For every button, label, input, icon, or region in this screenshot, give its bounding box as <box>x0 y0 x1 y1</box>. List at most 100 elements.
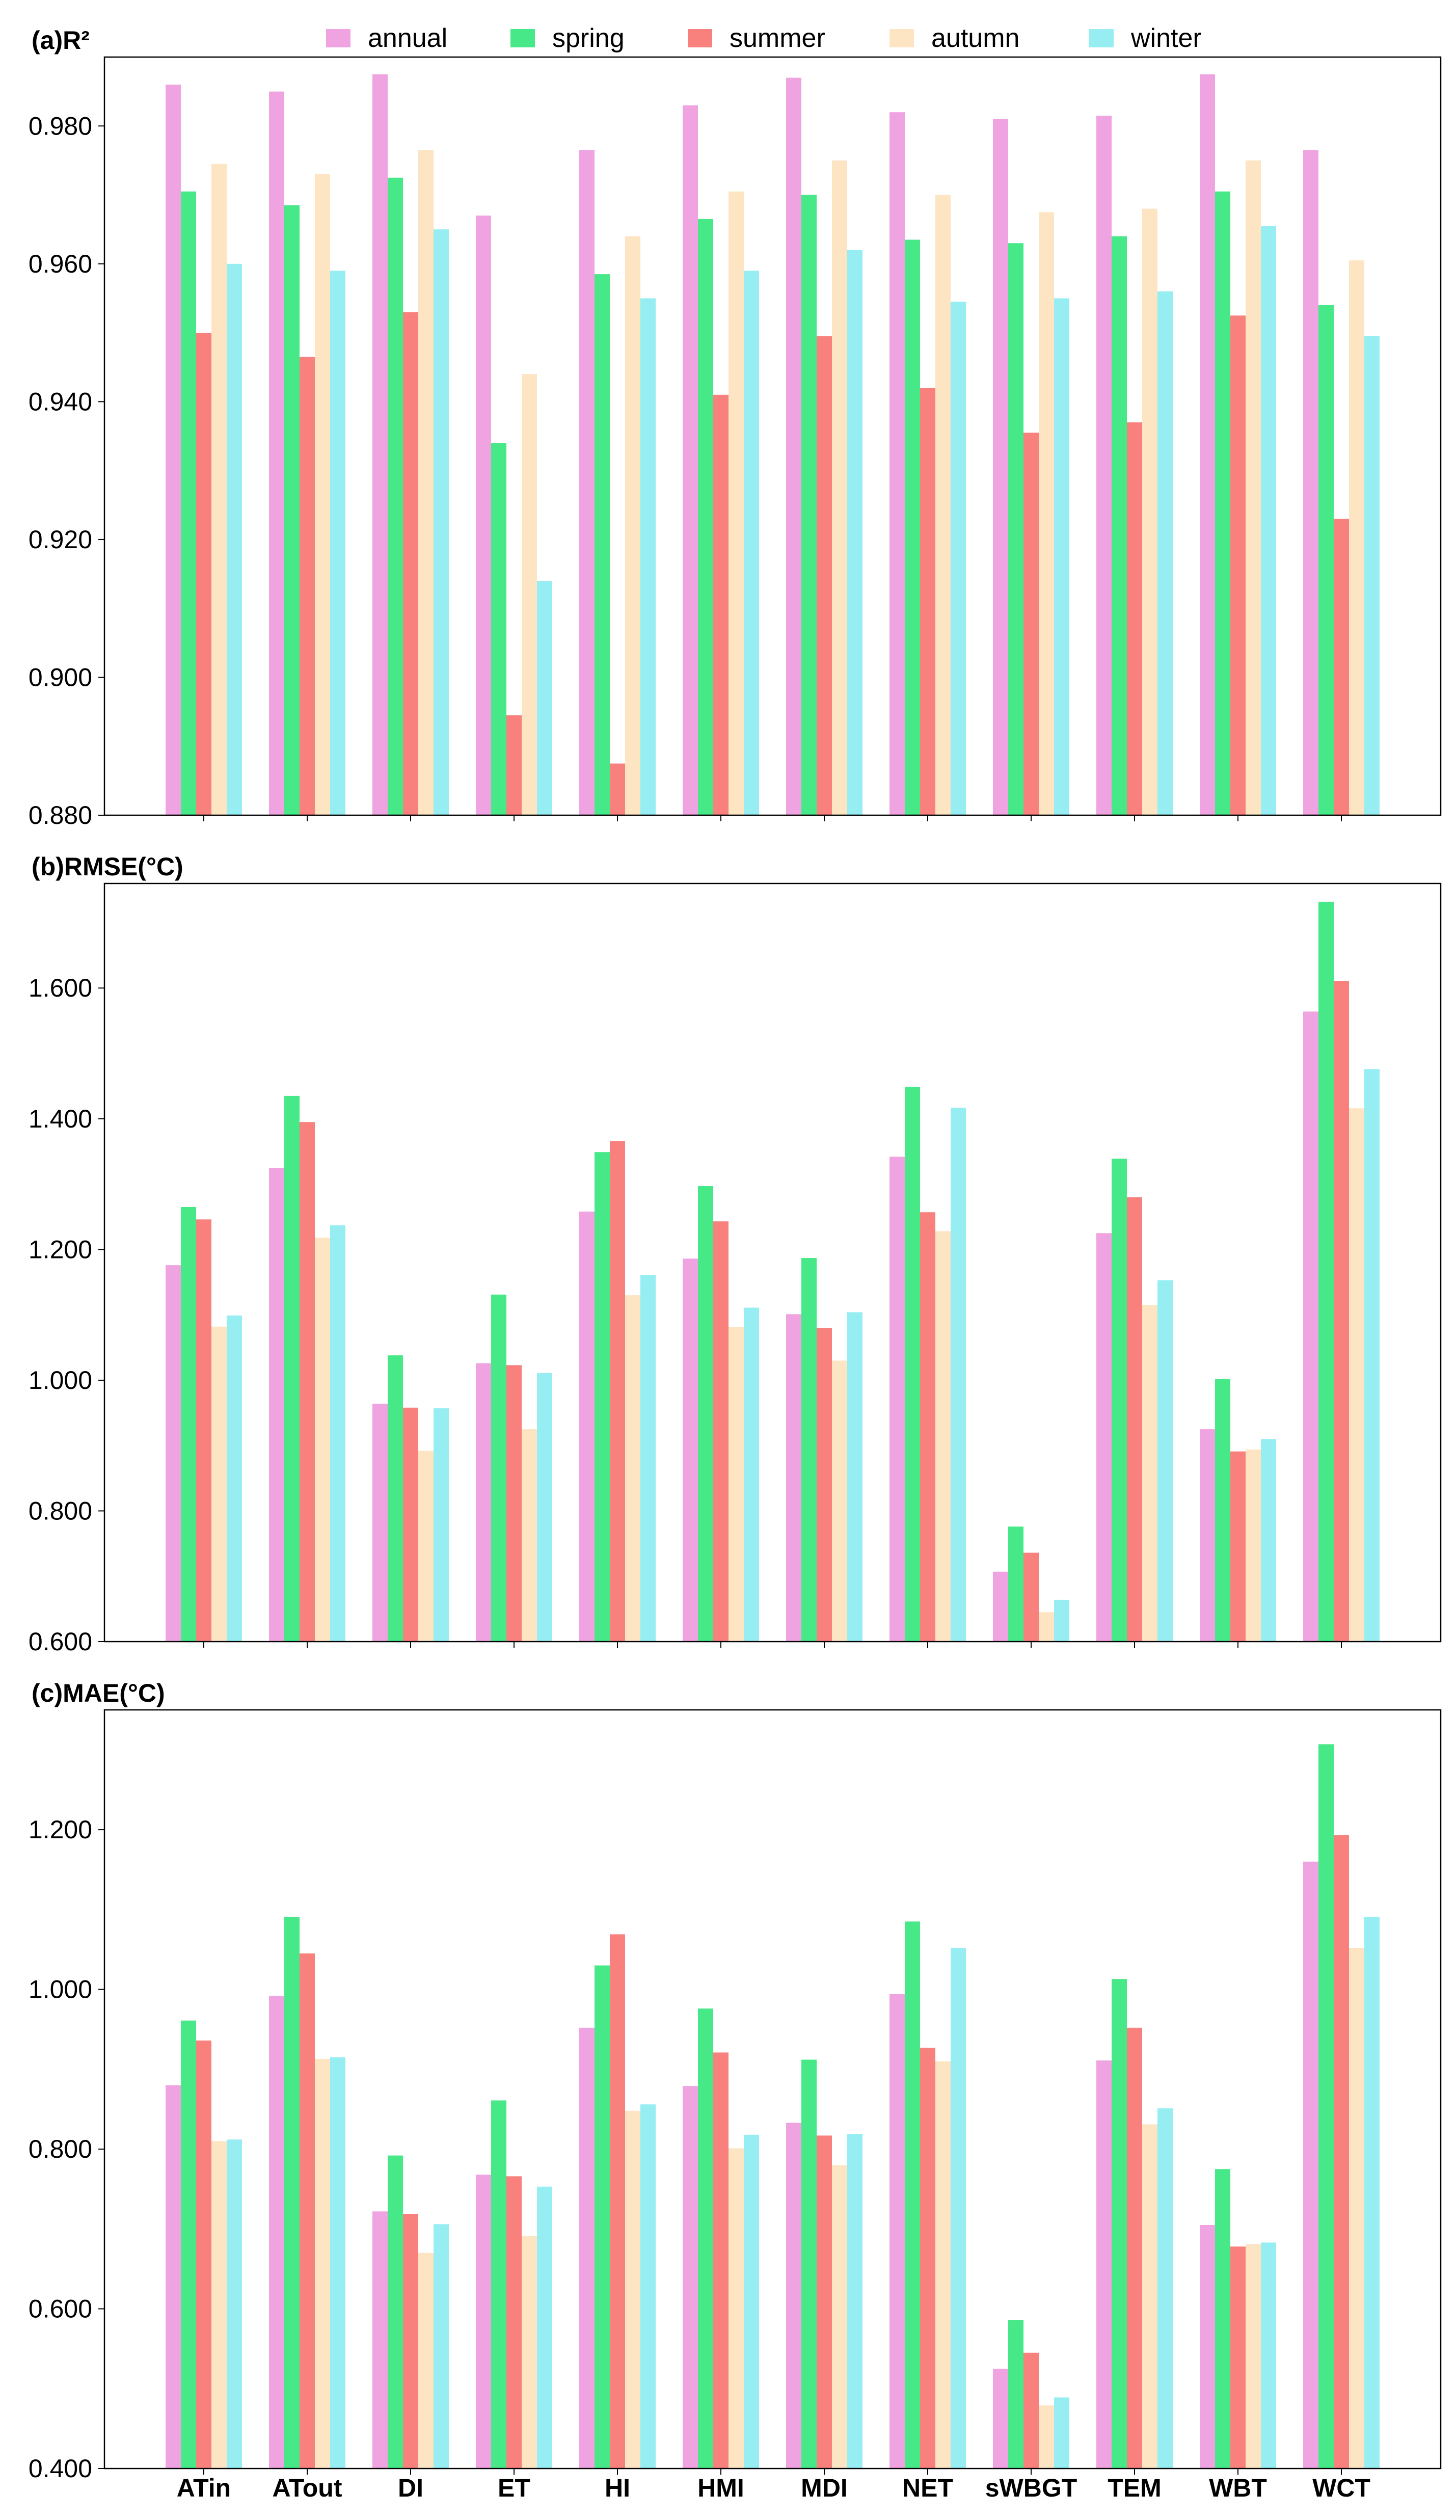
bar-winter-wbt <box>1261 2242 1276 2469</box>
bar-winter-hi <box>640 1275 656 1642</box>
bar-autumn-mdi <box>832 2165 847 2469</box>
bar-spring-tem <box>1112 236 1127 815</box>
bar-spring-mdi <box>801 1258 817 1642</box>
bar-winter-swbgt <box>1054 1599 1069 1642</box>
bar-winter-atin <box>227 263 242 816</box>
y-tick-label-0.800: 0.800 <box>29 1496 92 1525</box>
bar-annual-et <box>476 216 491 816</box>
bar-winter-hmi <box>744 271 759 815</box>
bar-winter-wct <box>1364 336 1380 815</box>
bar-spring-et <box>491 1294 506 1642</box>
bar-winter-di <box>434 229 449 815</box>
y-tick-label-0.980: 0.980 <box>29 112 92 140</box>
bar-annual-hi <box>579 150 595 816</box>
bar-annual-swbgt <box>993 119 1008 815</box>
panel-a-title: (a)R² <box>32 26 90 55</box>
bar-autumn-net <box>935 2061 951 2469</box>
bar-spring-swbgt <box>1008 1526 1023 1642</box>
y-tick-label-1.000: 1.000 <box>29 1975 92 2004</box>
y-tick-label-0.920: 0.920 <box>29 525 92 554</box>
y-tick-label-1.600: 1.600 <box>29 974 92 1002</box>
bar-annual-net <box>889 1994 905 2469</box>
bar-spring-net <box>905 1921 920 2469</box>
bar-annual-hmi <box>683 2086 698 2469</box>
bar-spring-et <box>491 443 506 815</box>
bar-autumn-net <box>935 1231 951 1642</box>
bar-summer-mdi <box>817 336 832 815</box>
bar-autumn-tem <box>1142 2124 1157 2469</box>
bar-summer-swbgt <box>1023 433 1039 815</box>
bar-winter-hi <box>640 298 656 815</box>
bar-winter-di <box>434 1408 449 1642</box>
bar-autumn-di <box>418 1451 434 1642</box>
bar-summer-hi <box>610 1141 625 1642</box>
bar-summer-di <box>403 312 418 815</box>
bar-summer-atin <box>196 1219 211 1642</box>
bar-autumn-wbt <box>1246 1449 1261 1642</box>
bar-annual-swbgt <box>993 2369 1008 2469</box>
bar-summer-mdi <box>817 2135 832 2469</box>
bar-annual-tem <box>1096 1233 1112 1642</box>
bar-summer-net <box>920 388 935 815</box>
bar-winter-wct <box>1364 1069 1380 1642</box>
bar-annual-di <box>372 74 388 816</box>
bar-annual-hi <box>579 2027 595 2469</box>
x-tick-label-atout: ATout <box>273 2474 342 2502</box>
bar-annual-atin <box>166 85 181 815</box>
bar-autumn-atin <box>211 1326 227 1642</box>
bar-summer-di <box>403 2214 418 2469</box>
x-tick-label-hmi: HMI <box>697 2474 744 2502</box>
bar-spring-di <box>388 177 403 815</box>
bar-autumn-tem <box>1142 1305 1157 1642</box>
bar-summer-wct <box>1334 981 1349 1642</box>
bar-winter-di <box>434 2224 449 2469</box>
plot-frame <box>103 882 1442 1643</box>
bar-summer-swbgt <box>1023 2352 1039 2469</box>
x-tick-label-di: DI <box>398 2474 423 2502</box>
bar-spring-net <box>905 1086 920 1642</box>
bar-spring-atin <box>181 191 196 815</box>
y-tick-label-0.940: 0.940 <box>29 387 92 416</box>
bar-autumn-hi <box>625 1295 640 1642</box>
bar-annual-tem <box>1096 115 1112 815</box>
bar-annual-di <box>372 1404 388 1642</box>
legend-swatch-autumn <box>889 29 914 47</box>
bar-winter-net <box>951 1948 966 2469</box>
x-tick-label-et: ET <box>498 2474 530 2502</box>
y-tick-label-0.600: 0.600 <box>29 2295 92 2323</box>
bar-summer-wbt <box>1230 2246 1246 2469</box>
bar-autumn-wct <box>1349 1108 1364 1642</box>
bar-annual-wbt <box>1200 2224 1215 2469</box>
x-tick-label-mdi: MDI <box>801 2474 848 2502</box>
bar-spring-wct <box>1318 305 1334 815</box>
bar-spring-wbt <box>1215 1379 1230 1642</box>
bar-summer-hi <box>610 763 625 815</box>
bar-autumn-swbgt <box>1039 212 1054 815</box>
bar-autumn-mdi <box>832 160 847 816</box>
bar-winter-atout <box>330 271 345 815</box>
bar-spring-net <box>905 239 920 816</box>
bar-spring-hmi <box>698 219 713 816</box>
bar-winter-atout <box>330 2057 345 2469</box>
bar-spring-wbt <box>1215 2169 1230 2469</box>
bar-annual-atout <box>269 1996 284 2469</box>
bar-autumn-wbt <box>1246 2244 1261 2469</box>
bar-winter-hmi <box>744 2134 759 2469</box>
legend-label-annual: annual <box>368 23 448 53</box>
bar-summer-swbgt <box>1023 1552 1039 1642</box>
bar-summer-hmi <box>713 394 729 815</box>
bar-autumn-hmi <box>729 191 744 815</box>
bar-autumn-swbgt <box>1039 2405 1054 2469</box>
legend-item-autumn: autumn <box>889 20 1019 56</box>
bar-annual-net <box>889 112 905 816</box>
legend-item-summer: summer <box>688 20 825 56</box>
bar-annual-hmi <box>683 105 698 815</box>
bar-autumn-hi <box>625 2110 640 2469</box>
legend-item-annual: annual <box>326 20 447 56</box>
bar-autumn-di <box>418 2253 434 2469</box>
y-tick-label-0.900: 0.900 <box>29 663 92 691</box>
bar-winter-hi <box>640 2104 656 2469</box>
panel-b-bar-chart: 0.600 0.800 1.000 1.200 1.400 1.600 <box>29 882 1442 1656</box>
